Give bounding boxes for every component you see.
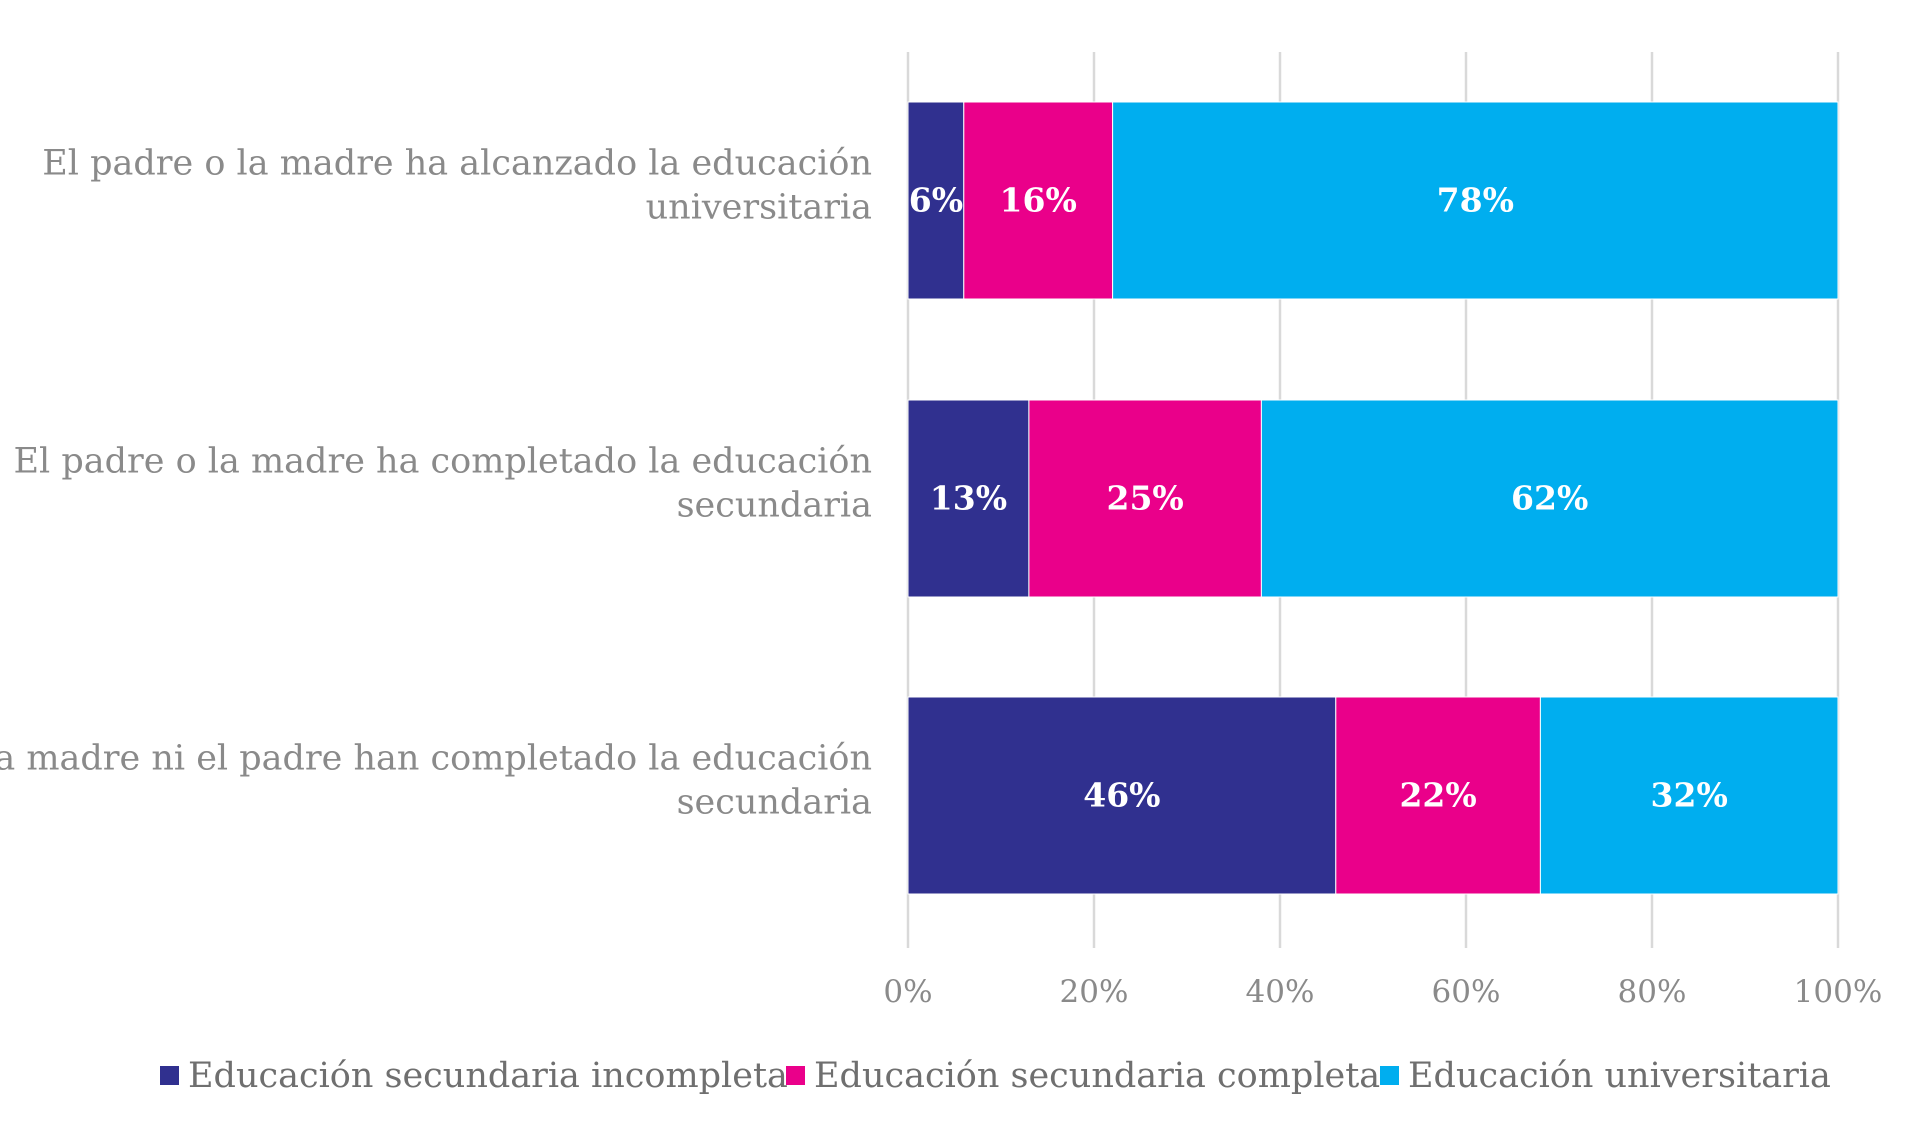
legend-swatch [160,1066,179,1085]
legend-swatch [1380,1066,1399,1085]
data-label: 46% [1083,776,1160,815]
x-tick-label: 80% [1618,974,1687,1010]
x-tick-label: 60% [1432,974,1501,1010]
category-label: Ni la madre ni el padre han completado l… [0,739,872,823]
bar-segment [1112,101,1839,300]
data-label: 32% [1651,776,1728,815]
x-tick-label: 40% [1246,974,1315,1010]
category-label-line: secundaria [677,486,872,526]
category-label-line: universitaria [646,188,872,228]
legend-label: Educación universitaria [1408,1056,1831,1096]
bar-segment [907,101,965,300]
bar-segment [1539,696,1839,895]
category-label: El padre o la madre ha alcanzado la educ… [42,144,872,228]
bar-segment [1260,399,1839,598]
legend-swatch [786,1066,805,1085]
bar-segment [1028,399,1262,598]
legend-label: Educación secundaria incompleta [188,1056,788,1096]
data-label: 78% [1437,181,1514,220]
x-tick-label: 0% [883,974,932,1010]
data-label: 62% [1511,479,1588,518]
x-tick-label: 100% [1794,974,1883,1010]
bar-segment [907,399,1030,598]
x-tick-label: 20% [1060,974,1129,1010]
data-label: 13% [930,479,1007,518]
bar-segment [907,696,1337,895]
category-label-line: secundaria [677,783,872,823]
legend-label: Educación secundaria completa [814,1056,1380,1096]
category-label-line: El padre o la madre ha alcanzado la educ… [42,144,872,184]
data-label: 16% [1000,181,1077,220]
data-label: 6% [909,181,963,220]
category-label-line: El padre o la madre ha completado la edu… [14,442,873,482]
category-label: El padre o la madre ha completado la edu… [14,442,873,526]
data-label: 22% [1399,776,1476,815]
category-label-line: Ni la madre ni el padre han completado l… [0,739,872,779]
bar-segment [1335,696,1541,895]
data-label: 25% [1107,479,1184,518]
